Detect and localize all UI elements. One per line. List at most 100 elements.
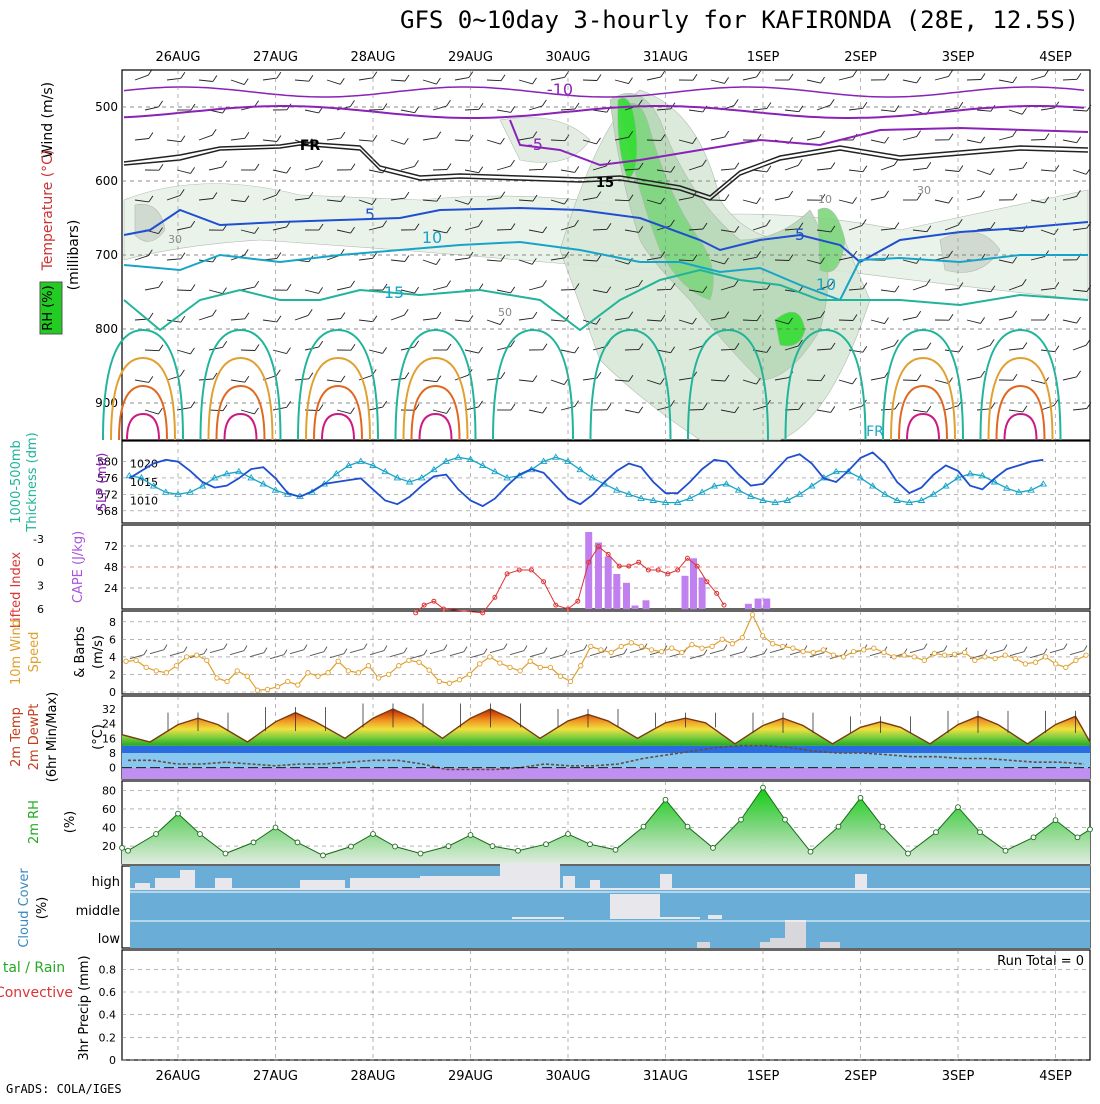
- wind-barb-flag: [917, 311, 921, 317]
- wind-barb-flag: [213, 76, 217, 82]
- wind-speed-point: [912, 655, 916, 659]
- wind-speed-point: [124, 659, 128, 663]
- wind-barb-flag: [181, 72, 185, 78]
- wind-speed-point: [1003, 653, 1007, 657]
- wind-speed-point: [144, 665, 148, 669]
- wind-barb-flag: [853, 197, 857, 203]
- wind-speed-point: [568, 679, 572, 683]
- wind-barb-flag: [469, 135, 473, 141]
- wind-barb: [913, 168, 927, 170]
- wind-barb: [647, 140, 661, 141]
- wind-barb-flag: [511, 287, 515, 293]
- surface-barb: [150, 650, 164, 654]
- wind-barb: [551, 380, 564, 385]
- wind-speed-point: [599, 648, 603, 652]
- wind-speed-point: [225, 679, 229, 683]
- contour-label-14: 30: [917, 184, 931, 197]
- wind-barb-flag: [543, 163, 547, 169]
- wind-barb-flag: [1013, 194, 1017, 200]
- surface-barb-flag: [1044, 649, 1047, 654]
- wind-barb-flag: [725, 131, 729, 137]
- surface-barb: [430, 650, 444, 654]
- wind-barb: [497, 166, 511, 170]
- x-tick-top-29AUG: 29AUG: [448, 50, 493, 65]
- cape-bar-5: [623, 583, 630, 609]
- cape-bar-12: [755, 599, 762, 610]
- wind-barb: [145, 287, 159, 290]
- surface-barb: [570, 650, 584, 654]
- wind-barb-flag: [341, 313, 345, 319]
- wind-speed-point: [174, 664, 178, 668]
- wind-speed-point: [376, 676, 380, 680]
- wind-barb-flag: [500, 319, 504, 325]
- wind-barb-flag: [949, 197, 953, 203]
- wind-barb: [935, 76, 949, 80]
- contour-label-13: 10: [818, 193, 832, 206]
- wind-barb-flag: [597, 372, 601, 378]
- wind-speed-point: [659, 649, 663, 653]
- wind-barb: [977, 170, 990, 175]
- wind-barb: [807, 80, 821, 83]
- wind-speed-point: [447, 681, 451, 685]
- wind-barb: [775, 260, 789, 261]
- wind-speed-point: [336, 659, 340, 663]
- rh-point: [321, 853, 326, 858]
- x-tick-top-4SEP: 4SEP: [1039, 50, 1072, 65]
- cape-tick-24: 24: [104, 582, 118, 595]
- rh-point: [685, 824, 690, 829]
- label-10m-wind: 10m Wind: [9, 619, 24, 685]
- label-2m-temp: 2m Temp: [9, 707, 24, 767]
- wind-barb: [647, 77, 661, 80]
- wind-barb: [583, 80, 597, 81]
- wind-barb: [231, 138, 245, 140]
- wind-barb: [945, 170, 959, 172]
- wind-barb: [529, 286, 543, 290]
- wind-barb: [231, 319, 245, 320]
- wind-speed-point: [771, 642, 775, 646]
- wind-barb-flag: [308, 309, 312, 315]
- temp-tick-8: 8: [109, 747, 116, 760]
- rh-point: [1075, 835, 1080, 840]
- wind-barb-flag: [319, 341, 323, 347]
- wind-barb: [551, 320, 565, 321]
- low-cloud-3: [770, 938, 785, 948]
- contour-arch: [209, 358, 273, 440]
- wind-speed-point: [973, 658, 977, 662]
- wind-barb-flag: [245, 313, 249, 319]
- wind-barb-flag: [212, 129, 216, 135]
- wind-speed-point: [235, 669, 239, 673]
- wind-speed-point: [154, 669, 158, 673]
- wind-barb: [369, 407, 383, 410]
- wind-barb: [913, 285, 926, 290]
- wind-barb-flag: [789, 191, 793, 197]
- wind-barb-flag: [149, 313, 153, 319]
- rh-point: [783, 817, 788, 822]
- label-total-rain: tal / Rain: [3, 960, 65, 976]
- label-cloud-cover: Cloud Cover: [17, 868, 32, 948]
- wind-barb-flag: [351, 344, 355, 350]
- wind-barb-flag: [277, 136, 281, 142]
- wind-speed-point: [1013, 656, 1017, 660]
- x-tick-bottom-28AUG: 28AUG: [350, 1069, 395, 1084]
- rh-point: [516, 848, 521, 853]
- wind-barb-flag: [1013, 77, 1017, 83]
- wind-barb-flag: [597, 75, 601, 81]
- wind-speed-point: [902, 653, 906, 657]
- rh-point: [739, 817, 744, 822]
- wind-barb-flag: [479, 284, 483, 290]
- wind-barb-flag: [191, 285, 195, 291]
- wind-barb: [199, 379, 213, 380]
- cape-bar-3: [605, 557, 612, 610]
- rh-point: [126, 848, 131, 853]
- wind-barb: [391, 80, 405, 81]
- rh-point: [446, 844, 451, 849]
- surface-barb: [910, 649, 924, 653]
- wind-barb: [967, 140, 981, 143]
- wind-speed-point: [841, 655, 845, 659]
- wind-speed-point: [205, 658, 209, 662]
- wind-barb: [199, 135, 212, 140]
- wind-speed-point: [801, 649, 805, 653]
- wind-barb-flag: [885, 191, 889, 197]
- cape-bar-2: [595, 543, 602, 610]
- y-tick-500: 500: [95, 100, 118, 114]
